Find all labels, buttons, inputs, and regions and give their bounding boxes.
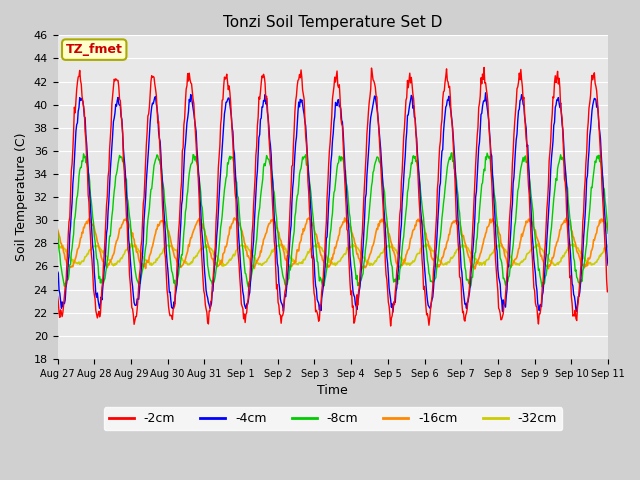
Legend: -2cm, -4cm, -8cm, -16cm, -32cm: -2cm, -4cm, -8cm, -16cm, -32cm xyxy=(104,407,562,430)
Title: Tonzi Soil Temperature Set D: Tonzi Soil Temperature Set D xyxy=(223,15,442,30)
X-axis label: Time: Time xyxy=(317,384,348,397)
Y-axis label: Soil Temperature (C): Soil Temperature (C) xyxy=(15,133,28,262)
Text: TZ_fmet: TZ_fmet xyxy=(66,43,123,56)
